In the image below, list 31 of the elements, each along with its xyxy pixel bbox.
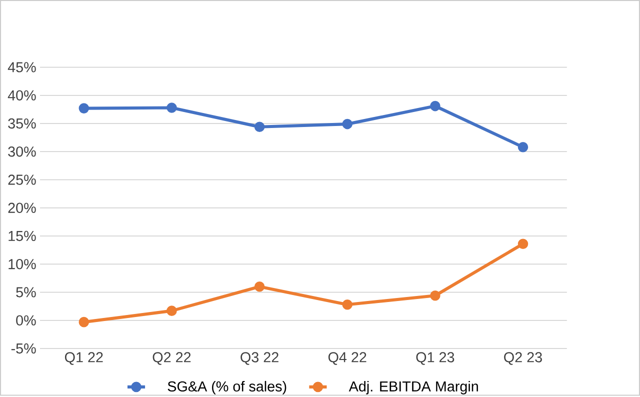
- y-tick-label: 0%: [16, 315, 36, 326]
- y-tick-label: 5%: [16, 287, 36, 298]
- point: [518, 142, 528, 152]
- point: [254, 281, 265, 292]
- x-tick-label: Q2 23: [504, 352, 542, 365]
- y-tick-label: 15%: [8, 230, 36, 242]
- point: [166, 102, 177, 113]
- x-tick-label: Q1 22: [64, 352, 103, 365]
- y-tick-label: -5%: [11, 343, 36, 354]
- y-tick-label: 25%: [8, 174, 36, 185]
- legend-label: Adj. EBITDA Margin: [348, 380, 478, 394]
- x-tick-label: Q3 22: [240, 352, 278, 365]
- point: [166, 306, 177, 316]
- point: [78, 316, 90, 328]
- x-tick-label: Q1 23: [416, 352, 454, 365]
- y-tick-label: 10%: [8, 259, 36, 270]
- point: [518, 238, 528, 250]
- x-tick-label: Q2 22: [152, 352, 191, 365]
- legend-label: SG&A (% of sales): [168, 380, 286, 394]
- point: [342, 118, 353, 130]
- y-tick-label: 40%: [8, 90, 36, 100]
- point: [430, 290, 440, 301]
- y-tick-label: 45%: [8, 62, 36, 72]
- y-tick-label: 35%: [8, 118, 36, 129]
- x-tick-label: Q4 22: [328, 352, 366, 365]
- y-tick-label: 20%: [8, 202, 36, 213]
- point: [78, 103, 90, 114]
- y-tick-label: 30%: [8, 146, 36, 157]
- point: [342, 299, 353, 310]
- point: [430, 100, 440, 112]
- point: [254, 122, 265, 132]
